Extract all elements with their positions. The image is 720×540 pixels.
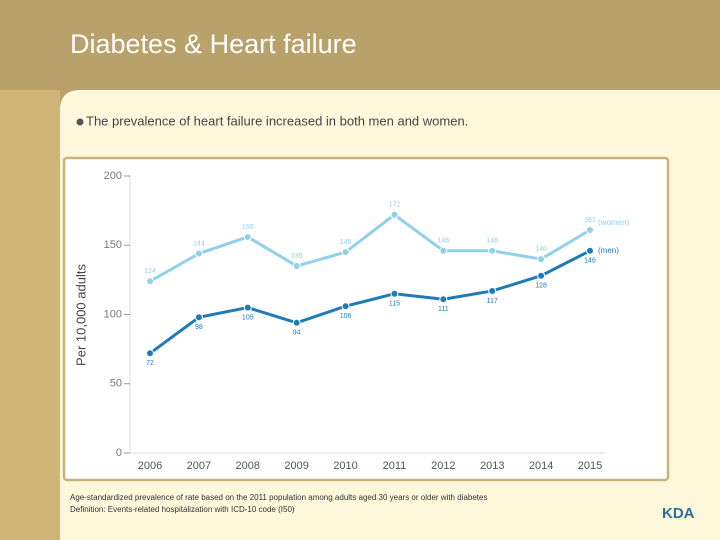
point bbox=[243, 303, 252, 312]
data-label: 144 bbox=[193, 240, 205, 247]
x-tick-label: 2015 bbox=[578, 460, 602, 472]
legend-label: (women) bbox=[598, 218, 629, 227]
point bbox=[439, 295, 448, 304]
data-label: 124 bbox=[144, 268, 156, 275]
y-tick-label: 50 bbox=[110, 378, 122, 390]
data-label: 135 bbox=[291, 253, 303, 260]
data-label: 146 bbox=[584, 258, 596, 265]
data-label: 146 bbox=[437, 238, 449, 245]
x-tick-label: 2010 bbox=[333, 460, 357, 472]
point bbox=[292, 262, 301, 271]
point bbox=[341, 302, 350, 311]
point bbox=[439, 246, 448, 255]
point bbox=[537, 271, 546, 280]
footnote: Age-standardized prevalence of rate base… bbox=[70, 493, 487, 502]
footnote: Definition: Events-related hospitalizati… bbox=[70, 505, 295, 514]
chart-frame bbox=[62, 156, 670, 482]
x-tick-label: 2011 bbox=[383, 460, 407, 472]
series-line bbox=[149, 212, 591, 283]
point bbox=[243, 232, 252, 241]
data-label: 117 bbox=[487, 298, 498, 305]
data-label: 72 bbox=[146, 360, 154, 367]
x-tick-label: 2009 bbox=[284, 460, 308, 472]
bullet-dot bbox=[76, 118, 84, 126]
data-label: 115 bbox=[389, 301, 400, 308]
point bbox=[586, 246, 594, 255]
point bbox=[390, 289, 399, 298]
point bbox=[146, 277, 154, 286]
x-tick-label: 2008 bbox=[236, 460, 260, 472]
data-label: 105 bbox=[242, 314, 254, 321]
x-tick-label: 2006 bbox=[138, 460, 162, 472]
slide-title: Diabetes & Heart failure bbox=[70, 29, 357, 59]
data-label: 161 bbox=[584, 217, 596, 224]
data-label: 172 bbox=[389, 202, 401, 209]
data-label: 156 bbox=[242, 224, 254, 231]
point bbox=[537, 255, 546, 264]
y-tick-label: 150 bbox=[104, 239, 122, 251]
point bbox=[390, 210, 399, 219]
y-axis-label: Per 10,000 adults bbox=[73, 264, 88, 366]
x-tick-label: 2007 bbox=[187, 460, 211, 472]
y-tick-label: 0 bbox=[116, 447, 122, 459]
series-line bbox=[149, 249, 591, 355]
legend-label: (men) bbox=[598, 246, 619, 255]
x-tick-label: 2014 bbox=[529, 460, 553, 472]
x-tick-label: 2013 bbox=[480, 460, 504, 472]
data-label: 111 bbox=[438, 306, 449, 313]
y-tick-label: 200 bbox=[104, 170, 122, 182]
data-label: 106 bbox=[340, 313, 352, 320]
side-band bbox=[0, 90, 60, 540]
point bbox=[194, 313, 203, 322]
point bbox=[586, 226, 594, 235]
bullet-text: The prevalence of heart failure increase… bbox=[86, 113, 468, 128]
x-tick-label: 2012 bbox=[431, 460, 455, 472]
data-label: 146 bbox=[486, 238, 498, 245]
data-label: 140 bbox=[535, 246, 547, 253]
data-label: 145 bbox=[340, 239, 352, 246]
data-label: 94 bbox=[293, 330, 301, 337]
y-tick-label: 100 bbox=[104, 308, 122, 320]
point bbox=[292, 318, 301, 327]
data-label: 98 bbox=[195, 324, 203, 331]
point bbox=[488, 286, 497, 295]
point bbox=[488, 246, 497, 255]
data-label: 128 bbox=[535, 283, 547, 290]
point bbox=[146, 349, 154, 358]
plot: 0 50 100 150 200 Per 10,000 adults 2006 2007 200… bbox=[73, 170, 629, 472]
point bbox=[194, 249, 203, 258]
point bbox=[341, 248, 350, 257]
logo: KDA bbox=[662, 505, 695, 522]
